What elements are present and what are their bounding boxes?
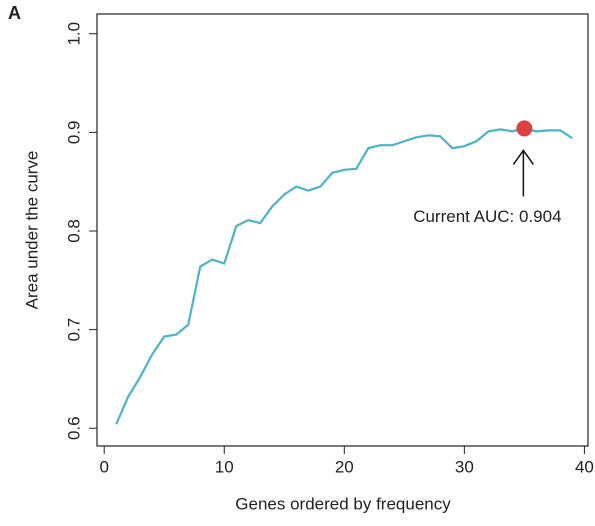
x-tick-label: 10 — [215, 457, 234, 476]
y-tick-label: 0.6 — [64, 416, 83, 440]
panel-label: A — [8, 3, 21, 23]
line — [115, 127, 573, 425]
x-tick-label: 20 — [335, 457, 354, 476]
annotation: Current AUC: 0.904 — [413, 207, 561, 226]
x-tick-label: 40 — [575, 457, 594, 476]
x-axis-label: Genes ordered by frequency — [235, 494, 451, 513]
y-axis-label: Area under the curve — [22, 151, 41, 310]
arrow-head — [512, 149, 534, 165]
highlight-point — [516, 120, 533, 137]
y-tick-label: 0.9 — [64, 121, 83, 145]
x-tick-label: 0 — [99, 457, 108, 476]
y-tick-label: 0.8 — [64, 219, 83, 243]
plot-frame — [96, 13, 589, 447]
x-tick-label: 30 — [455, 457, 474, 476]
y-tick-label: 1.0 — [64, 22, 83, 46]
y-tick-label: 0.7 — [64, 318, 83, 342]
